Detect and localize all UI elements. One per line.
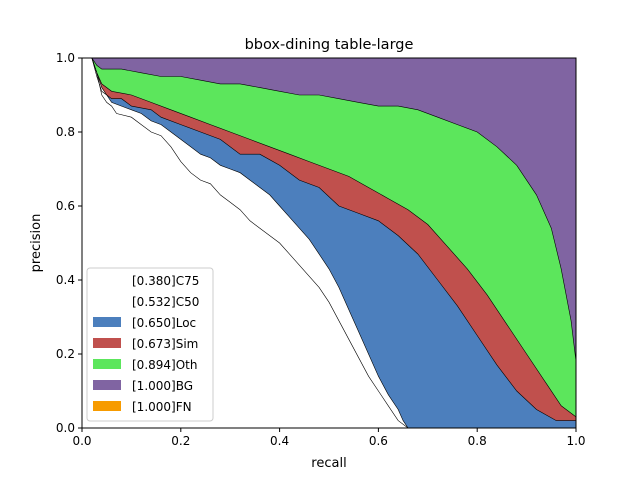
- legend-swatch: [93, 401, 121, 411]
- x-axis-ticks: 0.0 0.2 0.4 0.6 0.8 1.0: [72, 428, 586, 448]
- legend-swatch: [93, 317, 121, 327]
- legend-label: [0.380]C75: [132, 274, 199, 288]
- legend-swatch: [93, 359, 121, 369]
- legend-swatch: [93, 338, 121, 348]
- legend-label: [0.532]C50: [132, 295, 199, 309]
- y-tick-label: 0.4: [56, 273, 75, 287]
- curve-2: [82, 58, 576, 421]
- y-tick-label: 0.0: [56, 421, 75, 435]
- legend-label: [1.000]FN: [132, 400, 192, 414]
- x-axis-label: recall: [311, 456, 346, 471]
- y-tick-label: 0.6: [56, 199, 75, 213]
- legend-label: [0.894]Oth: [132, 358, 197, 372]
- y-axis-label: precision: [29, 214, 44, 273]
- legend: [0.380]C75 [0.532]C50 [0.650]Loc [0.673]Sim…: [86, 267, 214, 422]
- legend-swatch: [93, 275, 121, 285]
- x-tick-label: 0.2: [171, 434, 190, 448]
- x-tick-label: 1.0: [566, 434, 585, 448]
- legend-swatch: [93, 380, 121, 390]
- y-axis-ticks: 0.0 0.2 0.4 0.6 0.8 1.0: [56, 51, 82, 435]
- curve-1: [82, 58, 409, 428]
- x-tick-label: 0.4: [270, 434, 289, 448]
- legend-label: [0.650]Loc: [132, 316, 196, 330]
- plot-frame: [81, 57, 577, 429]
- y-tick-label: 1.0: [56, 51, 75, 65]
- curve-3: [82, 58, 576, 418]
- x-tick-label: 0.6: [369, 434, 388, 448]
- legend-label: [1.000]BG: [132, 379, 193, 393]
- legend-swatch: [93, 296, 121, 306]
- y-tick-label: 0.8: [56, 125, 75, 139]
- x-tick-label: 0.8: [468, 434, 487, 448]
- legend-label: [0.673]Sim: [132, 337, 198, 351]
- x-tick-label: 0.0: [72, 434, 91, 448]
- curve-4: [82, 58, 576, 362]
- y-tick-label: 0.2: [56, 347, 75, 361]
- plot-lines: [82, 58, 576, 428]
- chart-title: bbox-dining table-large: [245, 37, 414, 53]
- curve-0: [82, 58, 409, 428]
